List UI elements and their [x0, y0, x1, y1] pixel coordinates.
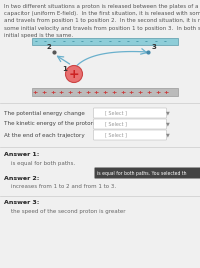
FancyBboxPatch shape [95, 168, 200, 178]
Text: -: - [44, 39, 47, 45]
Text: +: + [67, 90, 73, 95]
Text: +: + [76, 90, 81, 95]
Text: increases from 1 to 2 and from 1 to 3.: increases from 1 to 2 and from 1 to 3. [4, 184, 116, 189]
Text: -: - [108, 39, 111, 45]
Circle shape [66, 65, 83, 83]
Text: [ Select ]: [ Select ] [105, 110, 127, 116]
Text: Answer 1:: Answer 1: [4, 152, 39, 158]
Text: +: + [85, 90, 90, 95]
Text: -: - [35, 39, 37, 45]
Text: +: + [129, 90, 134, 95]
Text: initial speed is the same.: initial speed is the same. [4, 33, 73, 38]
Text: +: + [102, 90, 108, 95]
Text: ▼: ▼ [166, 110, 170, 116]
Text: and travels from position 1 to position 2.  In the second situation, it is relea: and travels from position 1 to position … [4, 18, 200, 23]
Text: -: - [154, 39, 157, 45]
Text: -: - [99, 39, 102, 45]
Text: +: + [94, 90, 99, 95]
FancyBboxPatch shape [94, 108, 166, 118]
Text: +: + [50, 90, 55, 95]
Text: is equal for both paths.: is equal for both paths. [4, 162, 75, 166]
Text: -: - [90, 39, 93, 45]
Text: -: - [81, 39, 83, 45]
Text: At the end of each trajectory: At the end of each trajectory [4, 132, 85, 137]
Text: In two different situations a proton is released between the plates of a charged: In two different situations a proton is … [4, 4, 200, 9]
Text: The potential energy change: The potential energy change [4, 110, 85, 116]
Bar [32, 38, 178, 45]
Text: The kinetic energy of the proton: The kinetic energy of the proton [4, 121, 94, 126]
Text: capacitor (uniform E-field).  In the first situation, it is released with some i: capacitor (uniform E-field). In the firs… [4, 11, 200, 16]
FancyBboxPatch shape [94, 130, 166, 140]
Text: -: - [117, 39, 120, 45]
Text: ▼: ▼ [166, 121, 170, 126]
Text: -: - [53, 39, 56, 45]
Text: +: + [164, 90, 169, 95]
Text: -: - [62, 39, 65, 45]
Text: 1: 1 [63, 66, 67, 72]
Bar [32, 88, 178, 96]
Text: some initial velocity and travels from position 1 to position 3.  In both situat: some initial velocity and travels from p… [4, 26, 200, 31]
Text: ▼: ▼ [166, 132, 170, 137]
Text: +: + [69, 68, 79, 81]
Text: -: - [71, 39, 74, 45]
Text: +: + [32, 90, 38, 95]
Text: +: + [146, 90, 151, 95]
Text: -: - [127, 39, 129, 45]
Text: +: + [155, 90, 160, 95]
Text: the speed of the second proton is greater: the speed of the second proton is greate… [4, 210, 126, 214]
Text: -: - [145, 39, 148, 45]
Text: [ Select ]: [ Select ] [105, 121, 127, 126]
Text: 3: 3 [152, 44, 156, 50]
Text: is equal for both paths. You selected th: is equal for both paths. You selected th [97, 170, 186, 176]
Text: Answer 3:: Answer 3: [4, 200, 39, 206]
Text: +: + [111, 90, 116, 95]
Text: Answer 2:: Answer 2: [4, 176, 39, 181]
Text: -: - [163, 39, 166, 45]
Text: +: + [137, 90, 143, 95]
Text: +: + [41, 90, 46, 95]
Text: +: + [59, 90, 64, 95]
Text: +: + [120, 90, 125, 95]
Text: 2: 2 [47, 44, 51, 50]
Text: [ Select ]: [ Select ] [105, 132, 127, 137]
FancyBboxPatch shape [94, 119, 166, 129]
Text: -: - [136, 39, 139, 45]
